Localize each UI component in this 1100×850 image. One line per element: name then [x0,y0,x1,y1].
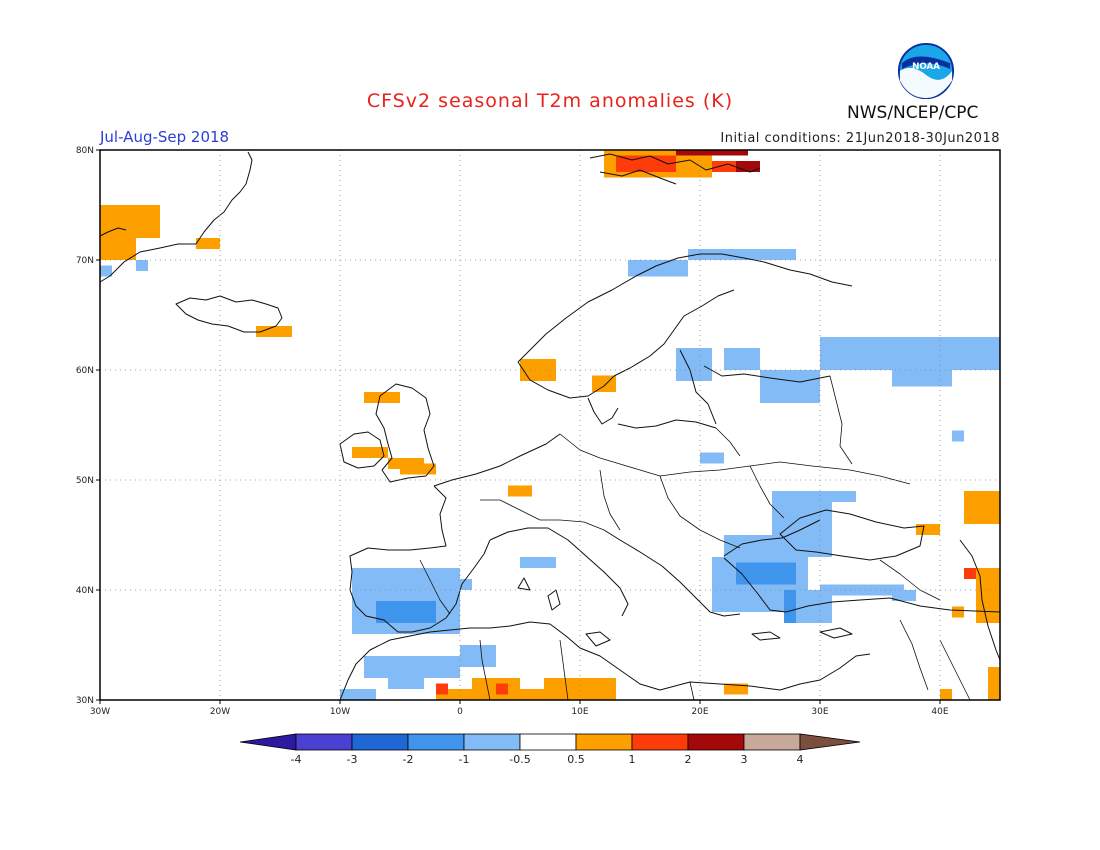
anomaly-cell-warm1 [940,689,952,700]
lon-tick-label: 0 [457,707,463,717]
anomaly-cell-cool1 [136,260,148,271]
lon-tick-label: 10E [571,707,588,717]
lat-tick-label: 30N [76,696,94,706]
colorbar-arrow-high [799,733,861,751]
anomaly-cell-cool1 [832,491,856,502]
anomaly-cell-cool1 [724,535,808,557]
anomaly-cell-cool1 [448,579,472,590]
colorbar-arrow-low [239,733,297,751]
forecast-period: Jul-Aug-Sep 2018 [100,128,230,146]
organization-label: NWS/NCEP/CPC [847,103,979,123]
lon-tick-label: 20E [691,707,708,717]
colorbar-segment [519,733,577,751]
colorbar-label: -0.5 [509,753,530,766]
anomaly-cell-cool2 [736,562,796,585]
colorbar-label: -1 [459,753,470,766]
anomaly-cell-cool1 [628,260,688,277]
anomaly-cell-cool1 [388,678,424,689]
anomaly-cell-warm2 [496,683,508,695]
lon-tick-label: 40E [931,707,948,717]
map-frame [99,149,1001,701]
anomaly-cell-cool1 [820,337,1000,370]
colorbar-segment [575,733,633,751]
colorbar-segment [687,733,745,751]
anomaly-cell-cool1 [892,370,952,387]
anomaly-cell-warm1 [352,447,388,458]
anomaly-cell-cool1 [724,348,760,370]
anomaly-cell-warm1 [964,491,1000,524]
anomaly-cell-cool1 [340,689,376,700]
anomaly-cell-warm1 [952,606,964,618]
colorbar-segment [351,733,409,751]
anomaly-cell-warm1 [100,205,136,260]
anomaly-cell-warm1 [916,524,940,535]
colorbar-segment [463,733,521,751]
anomaly-cell-cool1 [100,265,112,277]
logo-text: NOAA [912,62,940,72]
anomaly-cell-warm1 [724,683,748,695]
anomaly-cell-warm1 [520,359,556,381]
lon-tick-label: 30W [90,707,110,717]
colorbar: -4 -3 -2 -1 -0.5 0.5 1 2 3 4 [239,733,861,766]
colorbar-label: 2 [685,753,692,766]
colorbar-segment [295,733,353,751]
anomaly-cell-cool2 [376,601,436,623]
chart-title: CFSv2 seasonal T2m anomalies (K) [366,90,734,112]
lon-tick-label: 10W [330,707,350,717]
anomaly-cell-warm1 [508,485,532,497]
initial-conditions: Initial conditions: 21Jun2018-30Jun2018 [720,131,1000,146]
colorbar-label: -4 [291,753,302,766]
anomaly-cell-cool1 [820,584,904,596]
anomaly-cell-warm1 [136,205,160,238]
colorbar-label: 3 [741,753,748,766]
lon-tick-label: 30E [811,707,828,717]
lat-tick-label: 70N [76,256,94,266]
anomaly-cell-warm1 [544,678,616,700]
anomaly-cell-cool1 [520,557,556,568]
anomaly-cell-warm3 [736,161,760,172]
map-background [100,150,1000,700]
colorbar-label: 1 [629,753,636,766]
lat-tick-label: 40N [76,586,94,596]
anomaly-cell-warm1 [400,463,436,475]
graticule [100,150,1000,700]
anomaly-cell-warm1 [196,238,220,249]
anomaly-cell-warm3 [676,150,748,156]
anomaly-cell-warm1 [256,326,292,337]
anomaly-cell-cool1 [688,249,796,260]
anomaly-cell-cool1 [460,645,496,667]
colorbar-label: 0.5 [567,753,585,766]
anomaly-cell-warm2 [436,683,448,695]
noaa-logo-icon: NOAA [897,42,955,100]
lon-tick-label: 20W [210,707,230,717]
anomaly-cell-cool1 [700,452,724,464]
anomaly-regions [100,150,1000,700]
colorbar-segment [743,733,801,751]
colorbar-label: -3 [347,753,358,766]
colorbar-segment [407,733,465,751]
anomaly-cell-cool1 [364,656,460,678]
colorbar-segment [631,733,689,751]
axis-ticks: 30W 20W 10W 0 10E 20E 30E 40E 30N 40N 50N 60N 70N 80N [76,146,949,717]
anomaly-cell-warm1 [988,689,1000,700]
colorbar-label: -2 [403,753,414,766]
anomaly-cell-cool1 [952,430,964,442]
anomaly-cell-cool1 [892,590,916,601]
anomaly-cell-cool1 [760,370,820,403]
lat-tick-label: 60N [76,366,94,376]
lat-tick-label: 80N [76,146,94,156]
lat-tick-label: 50N [76,476,94,486]
anomaly-cell-warm1 [364,392,400,403]
anomaly-cell-warm2 [964,568,976,579]
colorbar-label: 4 [797,753,804,766]
anomaly-cell-warm1 [988,667,1000,689]
